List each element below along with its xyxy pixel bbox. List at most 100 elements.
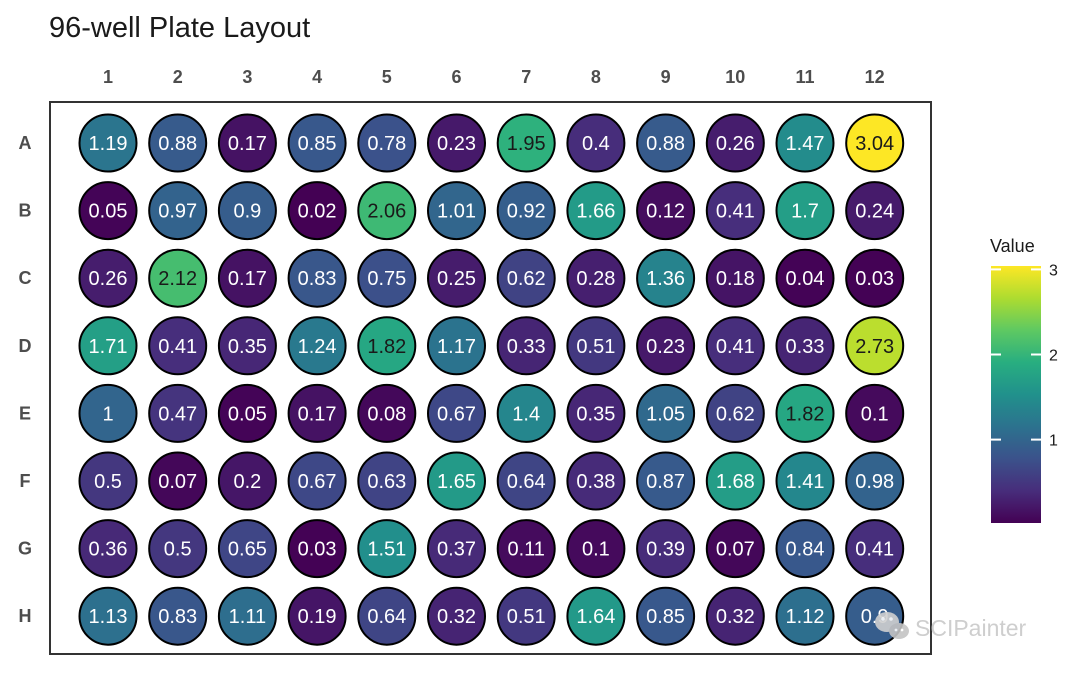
well-E10 [705,383,765,443]
well-label-A9: 0.88 [646,133,685,155]
wells: 1.19 0.88 0.17 0.85 0.78 0.23 1.95 0.4 0.88 0.26 1… [78,113,905,646]
well-label-H7: 0.51 [507,606,546,628]
legend-tick-label-2: 2 [1049,348,1058,365]
well-label-D4: 1.24 [298,336,337,358]
well-label-G7: 0.11 [507,539,544,561]
well-B10 [705,181,765,241]
wechat-icon [875,612,909,639]
well-H11 [775,586,835,646]
well-E8 [566,383,626,443]
legend-tick-label-1: 1 [1049,433,1058,450]
row-label-G: G [18,539,32,559]
legend: Value 1 2 3 [990,236,1058,523]
well-F7 [496,451,556,511]
well-B2 [148,181,208,241]
well-label-C8: 0.28 [576,268,615,290]
well-label-B7: 0.92 [507,201,546,223]
well-D10 [705,316,765,376]
well-label-H8: 1.64 [576,606,615,628]
well-label-E2: 0.47 [158,403,197,425]
well-F1 [78,451,138,511]
well-D6 [427,316,486,376]
well-label-D2: 0.41 [158,336,197,358]
row-label-E: E [19,403,31,423]
well-label-F5: 0.63 [367,471,406,493]
well-G1 [78,519,138,579]
well-label-G5: 1.51 [367,539,406,561]
column-label-12: 12 [865,67,885,87]
column-label-11: 11 [795,67,814,87]
well-D11 [775,316,835,376]
well-B6 [427,181,486,241]
well-label-A6: 0.23 [437,133,476,155]
well-label-E9: 1.05 [646,403,685,425]
well-label-B2: 0.97 [158,201,197,223]
well-B5 [357,181,417,241]
well-label-E8: 0.35 [576,403,615,425]
well-label-H1: 1.13 [89,606,128,628]
well-C10 [705,248,765,308]
well-A10 [705,113,765,173]
well-G12 [845,519,905,579]
well-G2 [148,519,208,579]
row-labels: A B C D E F G H [18,133,32,626]
column-label-10: 10 [725,67,745,87]
well-label-B12: 0.24 [855,201,894,223]
legend-title: Value [990,236,1035,256]
well-B3 [217,181,277,241]
well-label-B10: 0.41 [716,201,755,223]
well-E6 [427,383,486,443]
well-C3 [217,248,277,308]
well-D1 [78,316,138,376]
well-F6 [427,451,486,511]
well-label-A8: 0.4 [582,133,610,155]
well-A2 [148,113,208,173]
well-C5 [357,248,417,308]
well-label-D1: 1.71 [89,336,128,358]
well-F9 [636,451,696,511]
well-label-B9: 0.12 [646,201,685,223]
row-label-H: H [19,606,32,626]
well-B7 [496,181,556,241]
well-C8 [566,248,626,308]
well-D7 [496,316,556,376]
well-D8 [566,316,626,376]
well-A1 [78,113,138,173]
well-H4 [287,586,347,646]
well-D5 [357,316,417,376]
well-label-G11: 0.84 [786,539,825,561]
watermark: SCIPainter [875,612,1027,641]
well-label-F7: 0.64 [507,471,546,493]
well-label-F1: 0.5 [94,471,122,493]
well-G7 [496,519,556,579]
well-G6 [427,519,486,579]
well-label-F9: 0.87 [646,471,685,493]
well-F2 [148,451,208,511]
well-label-H6: 0.32 [437,606,476,628]
well-label-B1: 0.05 [89,201,128,223]
well-D9 [636,316,696,376]
legend-ticks: 1 2 3 [991,262,1058,450]
well-F10 [705,451,765,511]
well-F12 [845,451,905,511]
well-D2 [148,316,208,376]
well-label-G2: 0.5 [164,539,192,561]
column-label-2: 2 [173,67,183,87]
well-E4 [287,383,347,443]
well-E3 [217,383,277,443]
row-label-A: A [19,133,32,153]
well-D3 [217,316,277,376]
well-label-A2: 0.88 [158,133,197,155]
well-label-E12: 0.1 [861,403,889,425]
well-label-B3: 0.9 [233,201,261,223]
well-label-F2: 0.07 [158,471,197,493]
well-label-F11: 1.41 [786,471,825,493]
well-label-A3: 0.17 [228,133,267,155]
well-A8 [566,113,626,173]
well-label-E6: 0.67 [437,403,476,425]
well-label-C2: 2.12 [158,268,197,290]
well-E7 [496,383,556,443]
well-B9 [636,181,696,241]
well-label-G3: 0.65 [228,539,267,561]
